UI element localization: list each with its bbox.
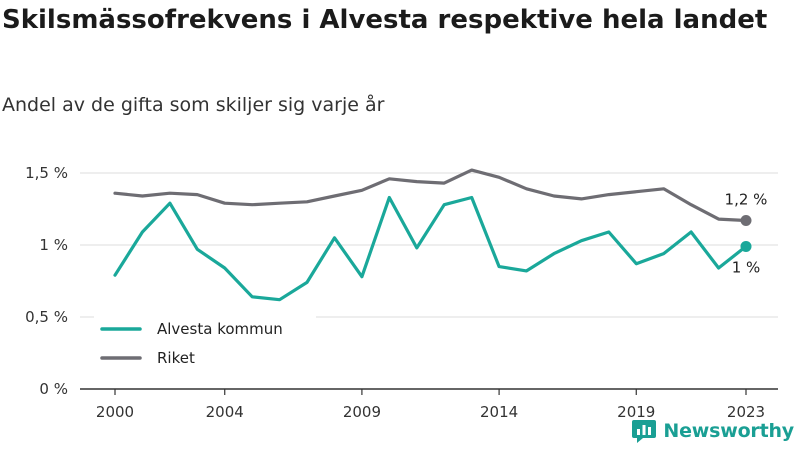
brand-name: Newsworthy xyxy=(663,420,794,442)
x-tick-label: 2000 xyxy=(96,403,134,421)
legend-label: Riket xyxy=(157,349,195,367)
legend-label: Alvesta kommun xyxy=(157,320,283,338)
y-tick-label: 1 % xyxy=(39,236,68,254)
x-tick-label: 2023 xyxy=(727,403,765,421)
series-layer xyxy=(113,168,752,302)
y-tick-label: 1,5 % xyxy=(25,164,68,182)
alvesta-series-line xyxy=(113,195,748,302)
legend-background xyxy=(94,315,316,373)
alvesta-end-point xyxy=(740,240,752,252)
x-tick-label: 2004 xyxy=(206,403,244,421)
x-tick-label: 2009 xyxy=(343,403,381,421)
axis-layer: 0 % 0,5 % 1 % 1,5 % 2000 2004 2009 2014 2019 2023 xyxy=(25,164,778,421)
x-tick-label: 2019 xyxy=(617,403,655,421)
alvesta-end-label: 1 % xyxy=(732,258,761,276)
riket-series-line xyxy=(113,168,748,223)
newsworthy-brand[interactable]: Newsworthy xyxy=(631,418,794,444)
legend: Alvesta kommun Riket xyxy=(94,315,316,373)
riket-end-label: 1,2 % xyxy=(725,191,768,209)
x-tick-label: 2014 xyxy=(480,403,518,421)
label-layer: 1,2 % 1 % xyxy=(725,191,768,277)
newsworthy-logo-icon xyxy=(632,420,657,443)
chart-subtitle: Andel av de gifta som skiljer sig varje … xyxy=(2,94,385,116)
y-tick-label: 0,5 % xyxy=(25,308,68,326)
riket-end-point xyxy=(740,215,752,227)
y-tick-label: 0 % xyxy=(39,380,68,398)
chart-title: Skilsmässofrekvens i Alvesta respektive … xyxy=(2,5,768,35)
